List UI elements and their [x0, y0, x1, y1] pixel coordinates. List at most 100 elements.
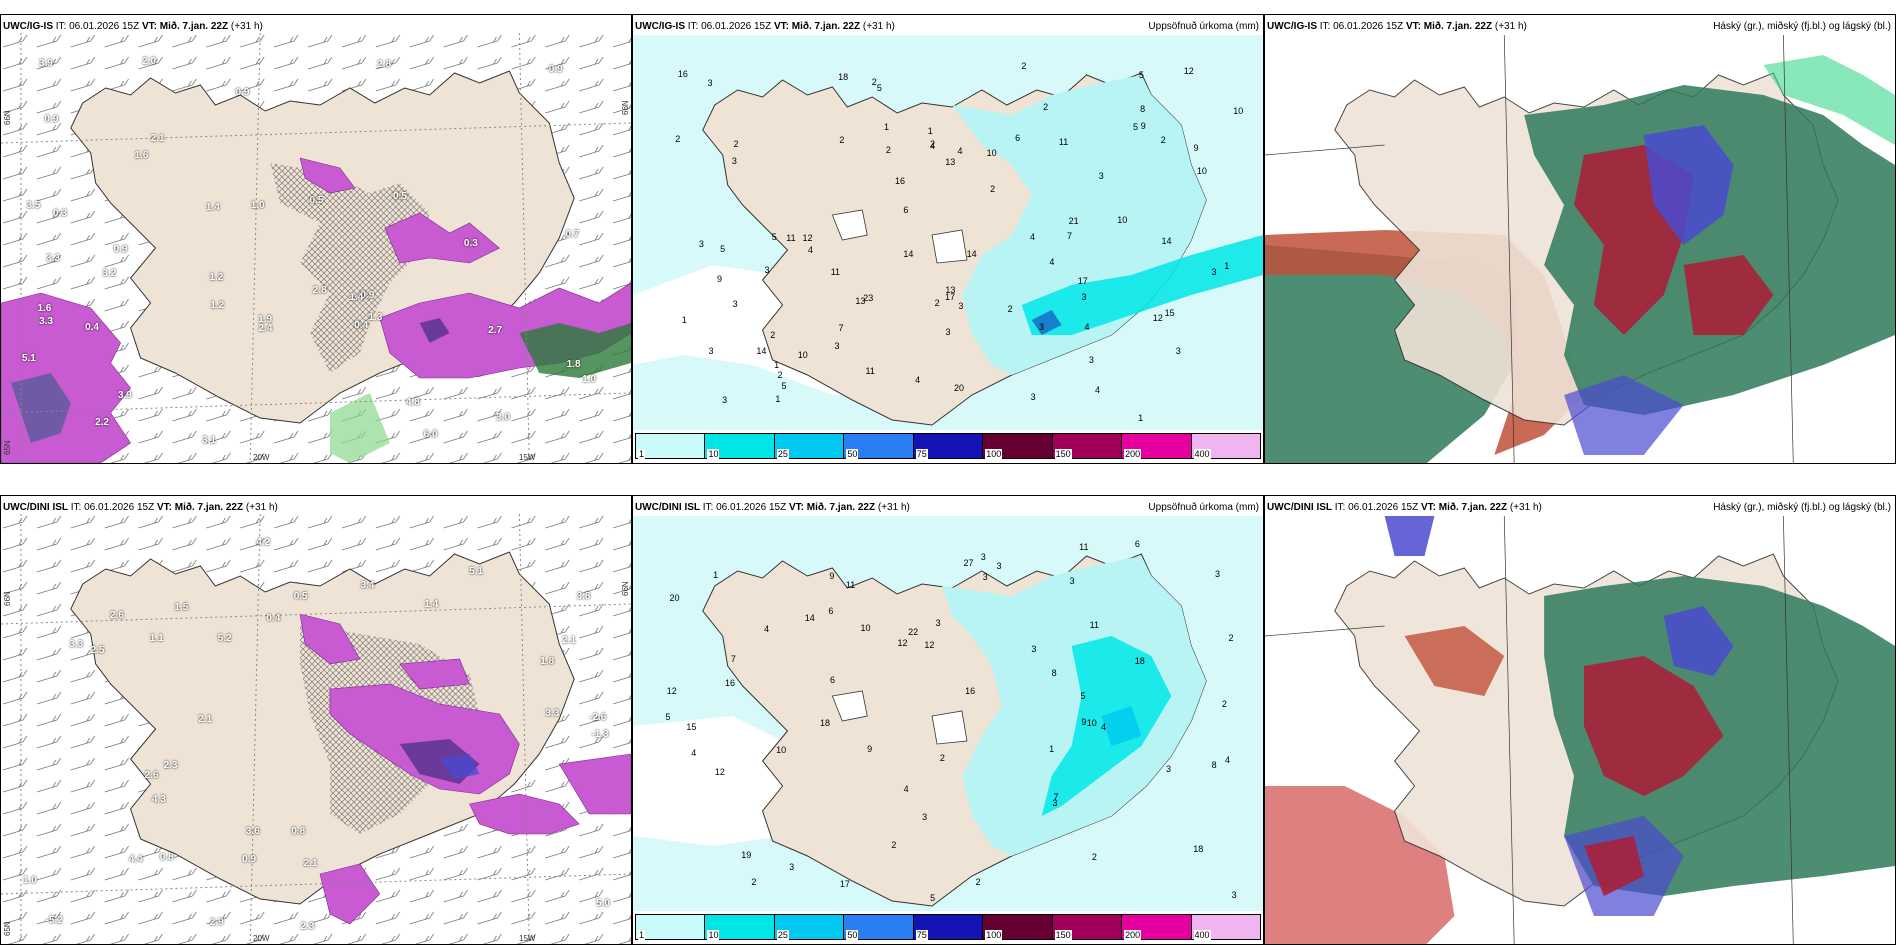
map-value: 6 — [830, 674, 836, 685]
map-value: 1.4 — [424, 599, 439, 610]
map-value: 1 — [1224, 260, 1230, 271]
map-value: 2.8 — [377, 59, 392, 70]
map-value: 2 — [871, 76, 877, 87]
lon-label-15w: 15W — [519, 453, 536, 462]
map-value: 0.3 — [463, 237, 478, 249]
map-value: 2.1 — [198, 713, 213, 725]
map-value: 2 — [891, 840, 897, 851]
map-value: -5.2 — [45, 915, 63, 927]
map-value: 5 — [1080, 691, 1086, 702]
panel-r2-cloud: UWC/DINI ISL IT: 06.01.2026 15Z VT: Mið.… — [1264, 495, 1896, 945]
map-value: 4 — [957, 145, 963, 156]
map-value: 4 — [1084, 322, 1090, 333]
map-value: 11 — [865, 365, 875, 376]
map-value: 2.8 — [312, 284, 327, 296]
map-value: 15 — [686, 721, 697, 732]
map-value: 2 — [1021, 61, 1027, 72]
map-value: 12 — [666, 685, 677, 696]
lon-label-20w: 20W — [253, 453, 270, 462]
lat-label-66n-right: 66N — [621, 581, 630, 596]
map-value: 0.9 — [242, 853, 257, 865]
map-value: 5 — [720, 244, 726, 255]
colorbar-level-label: 25 — [776, 930, 789, 940]
map-value: 18 — [838, 72, 849, 83]
map-value: 17 — [839, 879, 850, 890]
colorbar-segment: 100 — [983, 434, 1053, 459]
map-value: 1.8 — [566, 358, 581, 370]
map-value: 0.4 — [266, 612, 281, 624]
map-value: 5.2 — [217, 633, 232, 645]
map-value: 3 — [698, 238, 704, 249]
map-value: 19 — [741, 849, 752, 860]
map-value: 17 — [944, 292, 955, 303]
map-value: 12 — [802, 232, 813, 243]
map-value: 22 — [908, 627, 919, 638]
map-value: 3 — [1214, 568, 1220, 579]
map-value: 3 — [996, 560, 1002, 571]
map-value: 3 — [1052, 797, 1058, 808]
panel-title: UWC/IG-IS IT: 06.01.2026 15Z VT: Mið. 7.… — [1267, 21, 1527, 32]
map-value: 3.3 — [46, 253, 61, 265]
map-value: 7 — [838, 323, 844, 334]
map-value: 16 — [965, 686, 976, 697]
map-value: 3.8 — [576, 591, 591, 603]
map-value: 1.6 — [134, 150, 149, 162]
map-value: 0.5 — [309, 195, 324, 207]
map-value: 12 — [1183, 66, 1194, 77]
map-value: 5.0 — [596, 898, 610, 910]
map-value: 5 — [1138, 70, 1144, 81]
map-value: 9 — [1193, 142, 1199, 153]
map-value: 2 — [885, 144, 891, 155]
map-value: 3 — [1088, 355, 1094, 366]
map-value: 4 — [1095, 384, 1101, 395]
map-value: 4 — [1101, 721, 1107, 732]
map-value: 10 — [1086, 718, 1097, 729]
map-value: 4.4 — [128, 853, 143, 865]
map-value: 2 — [751, 877, 757, 888]
map-value: 20 — [669, 592, 680, 603]
map-value: 3 — [922, 812, 928, 823]
map-value: 2 — [1228, 632, 1234, 643]
map-value: 6.0 — [423, 428, 438, 440]
map-value: 3.5 — [26, 199, 41, 211]
lat-label-65n-left: 65N — [3, 921, 12, 936]
map-value: 13 — [855, 295, 866, 306]
map-value: 11 — [1089, 620, 1099, 631]
map-value: 2 — [1043, 101, 1049, 112]
map-value: 18 — [820, 717, 831, 728]
map-value: 12 — [897, 637, 908, 648]
colorbar-segment: 200 — [1122, 915, 1192, 940]
map-value: 1 — [774, 359, 780, 370]
colorbar-level-label: 150 — [1054, 449, 1072, 459]
colorbar-segment: 25 — [774, 434, 845, 459]
map-value: 3.6 — [245, 825, 260, 837]
panel-title: UWC/IG-IS IT: 06.01.2026 15Z VT: Mið. 7.… — [635, 21, 895, 32]
map-value: 1.4 — [349, 291, 364, 303]
panel-right-title: Háský (gr.), miðský (fj.bl.) og lágský (… — [1713, 21, 1891, 32]
map-value: 0.4 — [354, 320, 369, 332]
map-value: 3 — [980, 551, 986, 562]
map-value: 16 — [677, 69, 688, 80]
map-value: 14 — [804, 613, 815, 624]
map-value: 3 — [945, 327, 951, 338]
panel-r1-cloud: UWC/IG-IS IT: 06.01.2026 15Z VT: Mið. 7.… — [1264, 14, 1896, 464]
map-value: 6 — [828, 605, 834, 616]
map-value: 0.8 — [159, 852, 174, 864]
map-value: -1.3 — [591, 728, 609, 740]
map-value: 3 — [982, 572, 988, 583]
map-value: 3 — [1031, 643, 1037, 654]
map-value: 2.1 — [303, 858, 318, 870]
map-value: 10 — [797, 349, 808, 360]
map-value: 5.1 — [469, 566, 484, 578]
map-value: 11 — [845, 579, 856, 590]
panel-r1-precip: UWC/IG-IS IT: 06.01.2026 15Z VT: Mið. 7.… — [632, 14, 1264, 464]
map-value: 2.3 — [163, 759, 178, 771]
map-value: 4.8 — [405, 397, 420, 409]
map-value: 2.1 — [562, 635, 576, 647]
map-value: 15 — [1164, 307, 1175, 318]
map-value: 9 — [717, 274, 723, 285]
map-value: 1.3 — [368, 312, 383, 324]
map-value: 3.0 — [496, 411, 511, 423]
map-value: 1 — [883, 122, 889, 133]
map-value: 3.9 — [117, 390, 132, 402]
